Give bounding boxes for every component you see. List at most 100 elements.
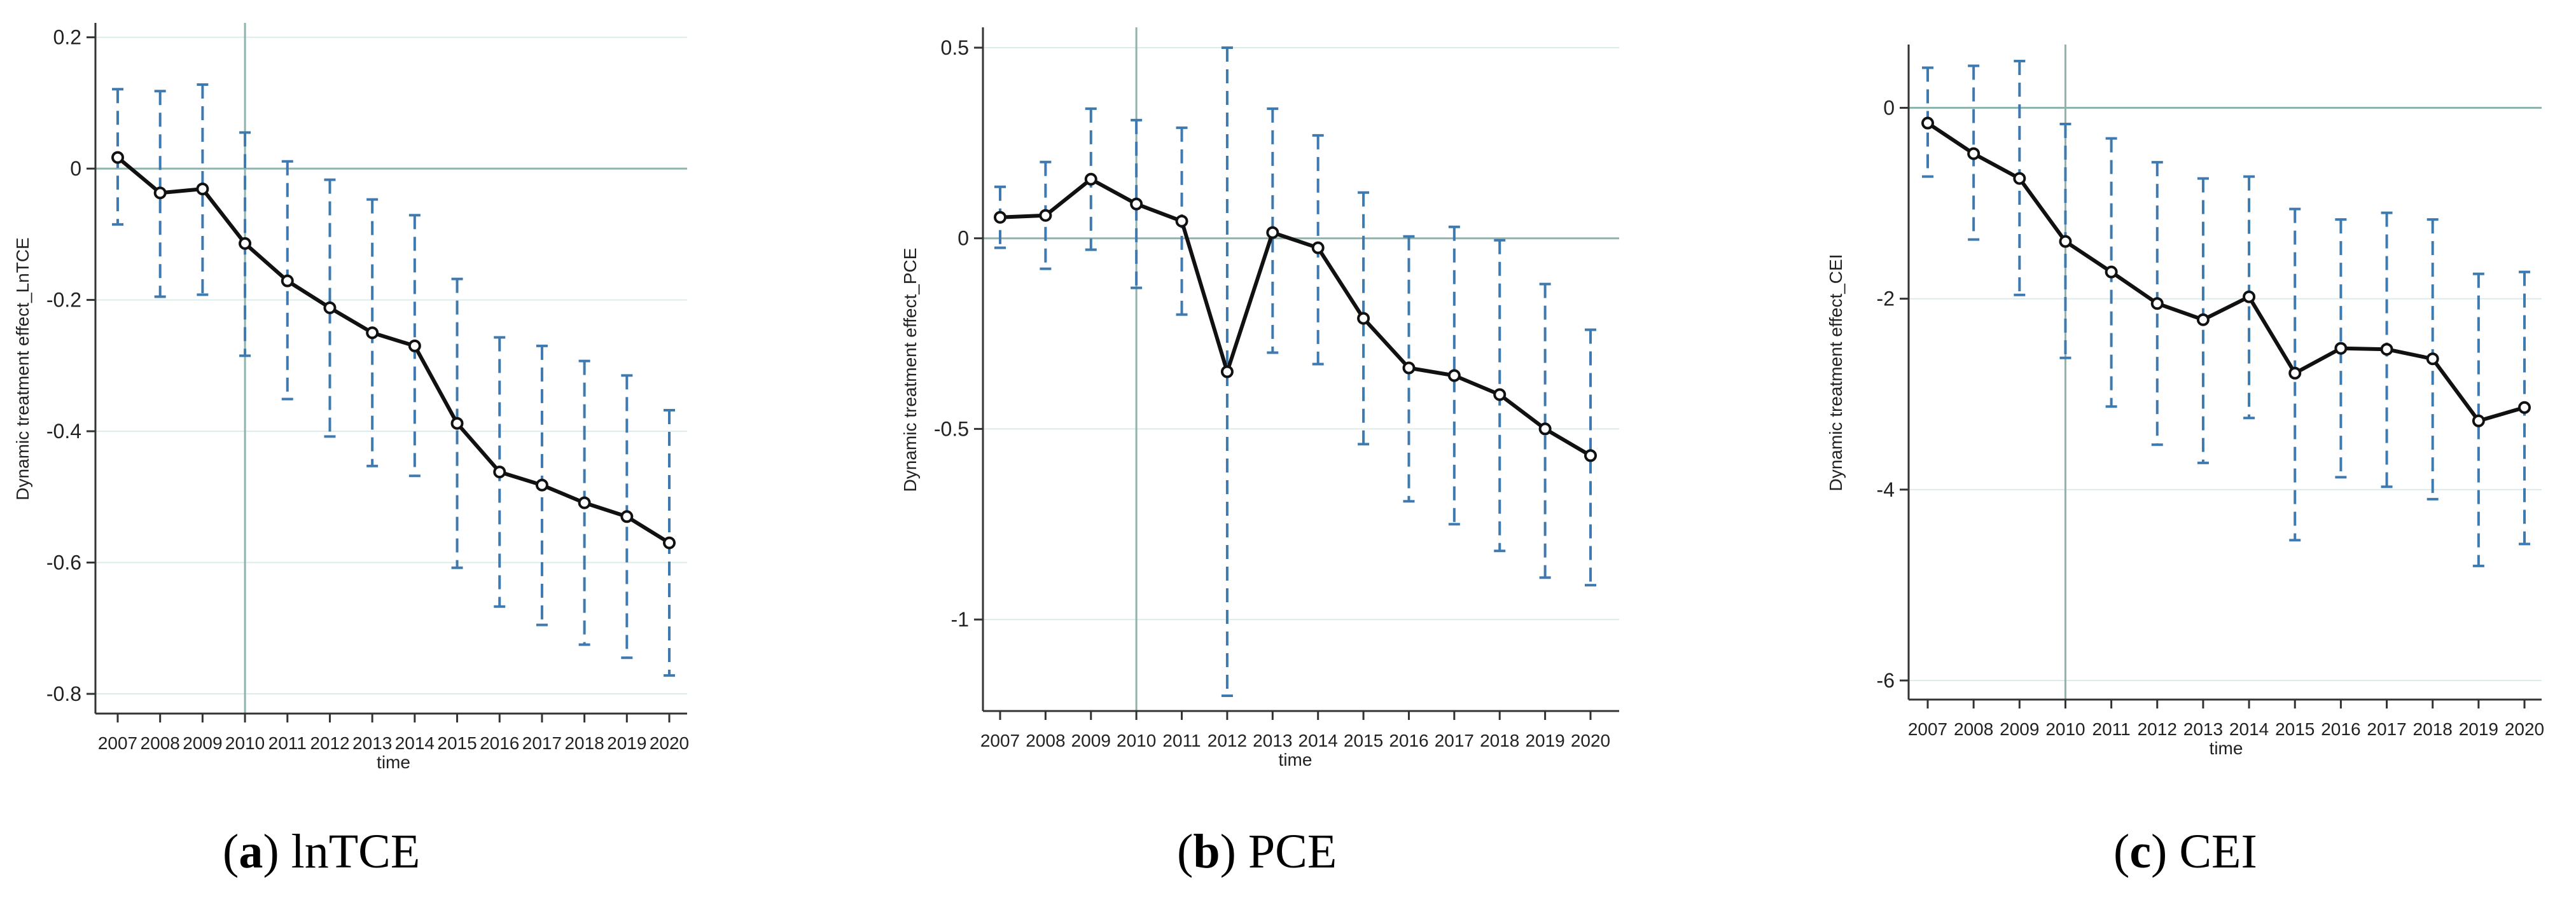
point-2013 (2196, 313, 2210, 326)
xtick-label-2017: 2017 (522, 733, 562, 753)
xtick-label-2013: 2013 (2183, 719, 2223, 739)
xtick-label-2008: 2008 (141, 733, 180, 753)
y-axis-title: Dynamic treatment effect_CEI (1826, 254, 1846, 492)
point-2012 (1220, 365, 1234, 378)
xtick-label-2014: 2014 (395, 733, 435, 753)
point-2017 (535, 478, 548, 492)
ytick-label-1: 0 (957, 227, 969, 250)
xtick-label-2009: 2009 (2000, 719, 2039, 739)
ytick-label-3: -0.4 (46, 420, 81, 443)
xtick-label-2017: 2017 (2367, 719, 2406, 739)
xtick-label-2018: 2018 (564, 733, 604, 753)
point-2016 (493, 466, 506, 479)
point-2010 (239, 237, 252, 250)
point-2011 (2105, 265, 2118, 279)
point-2019 (2472, 414, 2485, 427)
xtick-label-2019: 2019 (1525, 731, 1564, 750)
ytick-label-0: 0 (1883, 97, 1895, 120)
x-axis-title: time (377, 752, 410, 772)
xtick-label-2016: 2016 (1389, 731, 1428, 750)
xtick-label-2016: 2016 (480, 733, 519, 753)
point-2007 (994, 211, 1006, 224)
point-2012 (2150, 297, 2164, 310)
point-2009 (1084, 172, 1097, 186)
xtick-label-2017: 2017 (1435, 731, 1474, 750)
point-2008 (153, 186, 167, 200)
caption-b: (b) PCE (1177, 825, 1337, 878)
xtick-label-2008: 2008 (1954, 719, 1993, 739)
panel-a-lntce: 0.2 0 -0.2 -0.4 -0.6 -0.8 2007 2008 2009 2010 2011… (13, 23, 689, 772)
point-2014 (1311, 241, 1325, 254)
point-2009 (2013, 172, 2026, 185)
point-2008 (1039, 209, 1052, 222)
point-2017 (1447, 369, 1461, 382)
point-2007 (1921, 116, 1934, 130)
xtick-label-2011: 2011 (2092, 719, 2131, 739)
point-2018 (2426, 352, 2439, 366)
caption-c-letter: c (2129, 825, 2152, 878)
xtick-label-2012: 2012 (1208, 731, 1247, 750)
xtick-label-2016: 2016 (2321, 719, 2360, 739)
xtick-label-2010: 2010 (1117, 731, 1156, 750)
xtick-label-2011: 2011 (1162, 731, 1201, 750)
point-2012 (323, 301, 337, 314)
xtick-label-2015: 2015 (2275, 719, 2315, 739)
xtick-label-2020: 2020 (2505, 719, 2544, 739)
series-line (116, 156, 671, 545)
series-line (999, 177, 1592, 457)
caption-a-letter: a (239, 825, 263, 878)
ytick-label-5: -0.8 (46, 682, 81, 705)
ytick-label-3: -1 (951, 608, 969, 631)
point-2007 (111, 151, 124, 164)
xtick-label-2009: 2009 (1071, 731, 1111, 750)
xtick-label-2019: 2019 (2459, 719, 2498, 739)
xtick-label-2015: 2015 (437, 733, 477, 753)
point-2020 (663, 536, 676, 549)
xtick-label-2012: 2012 (310, 733, 349, 753)
point-2018 (1493, 388, 1507, 401)
ytick-label-3: -6 (1877, 669, 1895, 692)
point-2015 (1357, 312, 1370, 325)
xtick-label-2010: 2010 (225, 733, 265, 753)
panel-c-cei: 0 -2 -4 -6 2007 2008 2009 2010 2011 2012 2013 2014 2… (1826, 45, 2544, 758)
xtick-label-2007: 2007 (98, 733, 137, 753)
point-2020 (2518, 401, 2531, 414)
xtick-label-2010: 2010 (2045, 719, 2085, 739)
ytick-label-0: 0.5 (941, 36, 969, 59)
point-2008 (1967, 147, 1981, 160)
ytick-label-4: -0.6 (46, 551, 81, 574)
xtick-label-2008: 2008 (1026, 731, 1065, 750)
point-2016 (1402, 361, 1416, 375)
xtick-label-2019: 2019 (607, 733, 646, 753)
point-2020 (1584, 449, 1597, 462)
xtick-label-2009: 2009 (183, 733, 222, 753)
panel-b-pce: 0.5 0 -0.5 -1 2007 2008 2009 2010 2011 2012 2013 20… (900, 27, 1619, 770)
point-2014 (2243, 290, 2256, 303)
point-2009 (196, 183, 209, 196)
xtick-label-2013: 2013 (352, 733, 392, 753)
xtick-label-2013: 2013 (1253, 731, 1292, 750)
point-2011 (1175, 214, 1188, 228)
caption-b-text: PCE (1248, 825, 1337, 878)
point-2019 (1538, 422, 1552, 436)
xtick-label-2007: 2007 (980, 731, 1020, 750)
point-2018 (578, 496, 591, 509)
series-line (1926, 121, 2525, 423)
ytick-label-2: -0.5 (934, 417, 969, 440)
y-axis-title: Dynamic treatment effect_LnTCE (13, 237, 32, 500)
caption-c-text: CEI (2179, 825, 2257, 878)
x-axis-title: time (1279, 750, 1312, 770)
caption-a-text: lnTCE (291, 825, 421, 878)
point-2017 (2380, 343, 2393, 356)
caption-b-letter: b (1193, 825, 1220, 878)
ytick-label-1: -2 (1877, 287, 1895, 310)
caption-a: (a) lnTCE (223, 825, 421, 878)
point-2019 (620, 510, 634, 523)
point-2011 (281, 274, 294, 287)
xtick-label-2012: 2012 (2138, 719, 2177, 739)
xtick-label-2014: 2014 (1298, 731, 1338, 750)
point-2013 (1266, 226, 1279, 239)
point-2015 (450, 417, 464, 430)
xtick-label-2011: 2011 (268, 733, 307, 753)
